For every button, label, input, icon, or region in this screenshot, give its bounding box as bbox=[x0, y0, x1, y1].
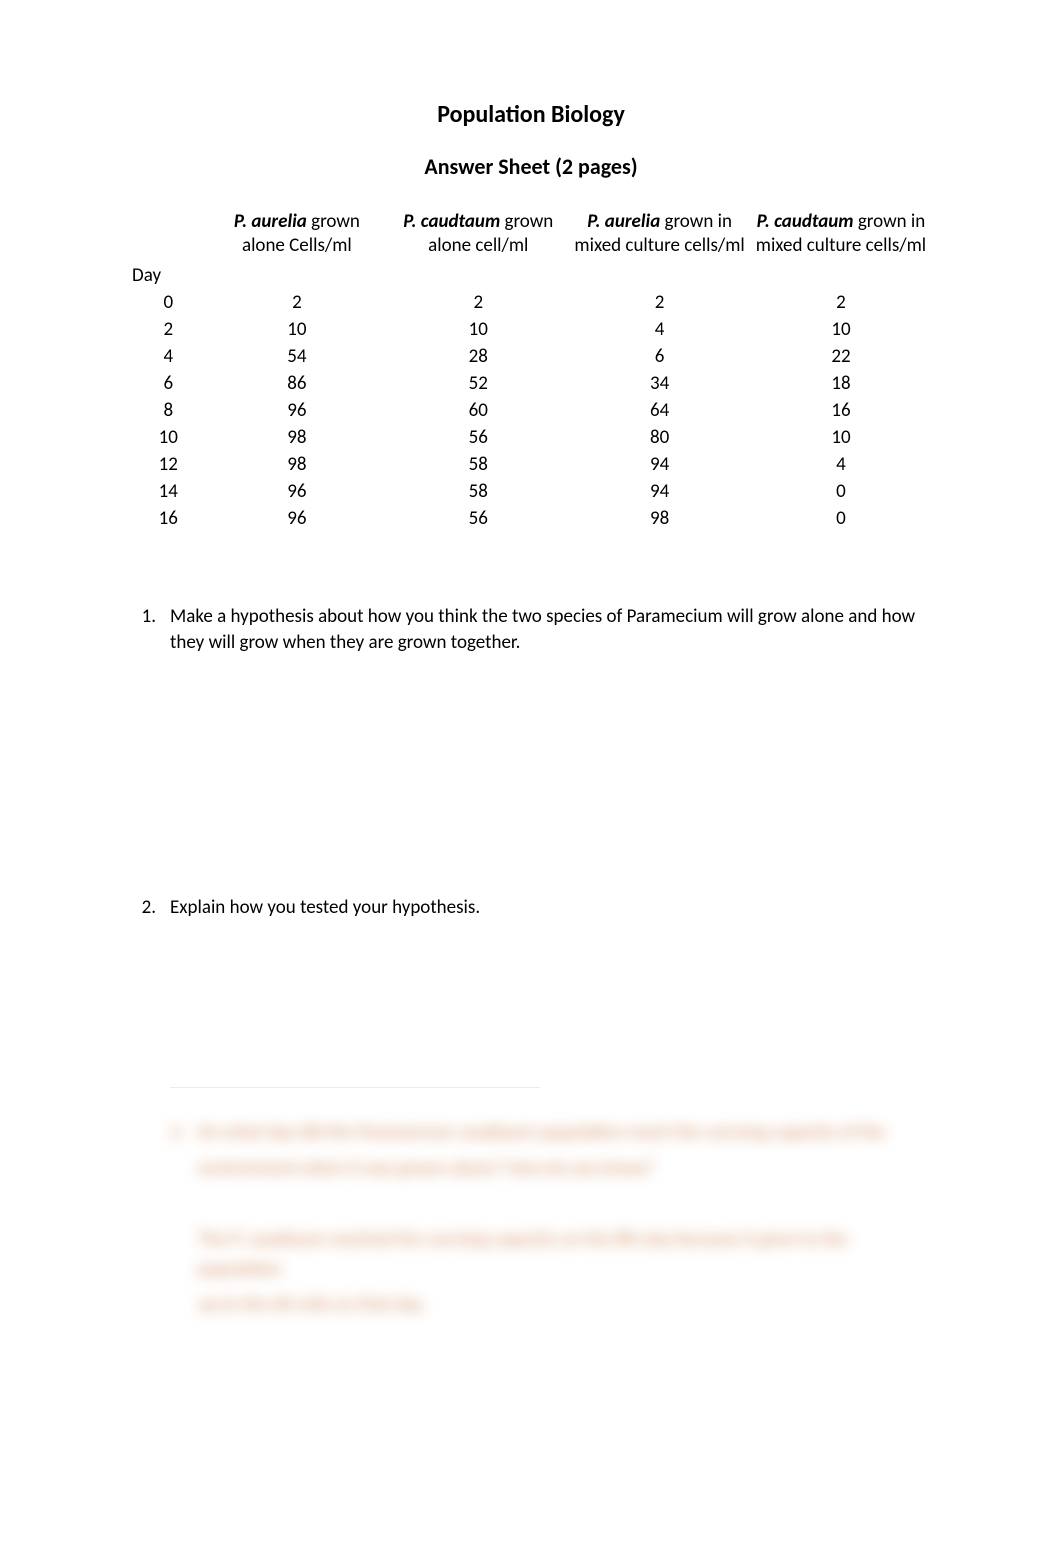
data-cell: 0 bbox=[750, 478, 932, 505]
day-cell: 6 bbox=[130, 370, 207, 397]
table-row: 2 10 10 4 10 bbox=[130, 316, 932, 343]
answer-space-2 bbox=[130, 929, 932, 1079]
table-row: 8 96 60 64 16 bbox=[130, 397, 932, 424]
data-cell: 96 bbox=[207, 505, 388, 532]
blurred-preview: 3. On what day did the Paramecium caudta… bbox=[170, 1118, 932, 1319]
col-header-3: P. aurelia grown in mixed culture cells/… bbox=[569, 208, 750, 262]
data-cell: 18 bbox=[750, 370, 932, 397]
data-cell: 58 bbox=[387, 478, 569, 505]
data-cell: 94 bbox=[569, 451, 750, 478]
page: Population Biology Answer Sheet (2 pages… bbox=[0, 0, 1062, 1556]
col-header-2-species: P. caudtaum bbox=[403, 210, 500, 233]
data-cell: 0 bbox=[750, 505, 932, 532]
row-header-label-row: Day bbox=[130, 262, 932, 289]
day-cell: 8 bbox=[130, 397, 207, 424]
data-cell: 56 bbox=[387, 505, 569, 532]
table-row: 16 96 56 98 0 bbox=[130, 505, 932, 532]
answer-space-1 bbox=[130, 665, 932, 895]
data-cell: 54 bbox=[207, 343, 388, 370]
col-header-2: P. caudtaum grown alone cell/ml bbox=[387, 208, 569, 262]
question-1-text: Make a hypothesis about how you think th… bbox=[170, 604, 932, 657]
day-cell: 10 bbox=[130, 424, 207, 451]
question-2-text: Explain how you tested your hypothesis. bbox=[170, 895, 932, 922]
col-header-1-species: P. aurelia bbox=[234, 210, 307, 233]
data-cell: 64 bbox=[569, 397, 750, 424]
table-row: 0 2 2 2 2 bbox=[130, 289, 932, 316]
day-cell: 16 bbox=[130, 505, 207, 532]
data-cell: 86 bbox=[207, 370, 388, 397]
day-cell: 14 bbox=[130, 478, 207, 505]
questions-section: 1. Make a hypothesis about how you think… bbox=[130, 604, 932, 1320]
table-row: 4 54 28 6 22 bbox=[130, 343, 932, 370]
blurred-q3-num: 3. bbox=[170, 1121, 184, 1144]
data-cell: 2 bbox=[207, 289, 388, 316]
data-cell: 2 bbox=[569, 289, 750, 316]
question-1-number: 1. bbox=[130, 604, 170, 657]
data-cell: 10 bbox=[750, 316, 932, 343]
blurred-answer-line1: The P. caudtaum reached the carrying cap… bbox=[170, 1225, 932, 1284]
data-cell: 2 bbox=[750, 289, 932, 316]
day-cell: 0 bbox=[130, 289, 207, 316]
data-cell: 22 bbox=[750, 343, 932, 370]
question-2: 2. Explain how you tested your hypothesi… bbox=[130, 895, 932, 922]
data-cell: 28 bbox=[387, 343, 569, 370]
data-cell: 80 bbox=[569, 424, 750, 451]
data-cell: 58 bbox=[387, 451, 569, 478]
data-cell: 16 bbox=[750, 397, 932, 424]
data-cell: 52 bbox=[387, 370, 569, 397]
data-cell: 98 bbox=[207, 424, 388, 451]
data-cell: 98 bbox=[569, 505, 750, 532]
table-row: 10 98 56 80 10 bbox=[130, 424, 932, 451]
data-cell: 4 bbox=[569, 316, 750, 343]
data-cell: 34 bbox=[569, 370, 750, 397]
faint-underline bbox=[170, 1087, 540, 1088]
col-header-3-species: P. aurelia bbox=[587, 210, 660, 233]
blurred-q3-line2: environment when it was grown alone? How… bbox=[170, 1154, 932, 1183]
data-cell: 2 bbox=[387, 289, 569, 316]
table-row: 6 86 52 34 18 bbox=[130, 370, 932, 397]
day-cell: 4 bbox=[130, 343, 207, 370]
data-table: P. aurelia grown alone Cells/ml P. caudt… bbox=[130, 208, 932, 532]
data-cell: 96 bbox=[207, 397, 388, 424]
data-cell: 10 bbox=[387, 316, 569, 343]
row-header-label: Day bbox=[130, 262, 207, 289]
data-cell: 4 bbox=[750, 451, 932, 478]
data-cell: 6 bbox=[569, 343, 750, 370]
day-cell: 2 bbox=[130, 316, 207, 343]
col-header-4: P. caudtaum grown in mixed culture cells… bbox=[750, 208, 932, 262]
col-header-1: P. aurelia grown alone Cells/ml bbox=[207, 208, 388, 262]
col-header-4-species: P. caudtaum bbox=[757, 210, 854, 233]
blurred-q3: 3. On what day did the Paramecium caudta… bbox=[170, 1118, 932, 1147]
data-cell: 56 bbox=[387, 424, 569, 451]
data-cell: 98 bbox=[207, 451, 388, 478]
day-cell: 12 bbox=[130, 451, 207, 478]
data-cell: 60 bbox=[387, 397, 569, 424]
page-subtitle: Answer Sheet (2 pages) bbox=[130, 153, 932, 180]
data-cell: 10 bbox=[207, 316, 388, 343]
table-row: 14 96 58 94 0 bbox=[130, 478, 932, 505]
data-cell: 94 bbox=[569, 478, 750, 505]
data-cell: 96 bbox=[207, 478, 388, 505]
table-body: Day 0 2 2 2 2 2 10 10 4 10 4 54 28 6 bbox=[130, 262, 932, 532]
data-cell: 10 bbox=[750, 424, 932, 451]
page-title: Population Biology bbox=[130, 100, 932, 129]
blurred-answer-line2: up to the 60 cells on that day. bbox=[170, 1290, 932, 1319]
question-2-number: 2. bbox=[130, 895, 170, 922]
question-1: 1. Make a hypothesis about how you think… bbox=[130, 604, 932, 657]
table-header: P. aurelia grown alone Cells/ml P. caudt… bbox=[130, 208, 932, 262]
table-row: 12 98 58 94 4 bbox=[130, 451, 932, 478]
blurred-q3-line1: On what day did the Paramecium caudtaum … bbox=[197, 1121, 885, 1144]
